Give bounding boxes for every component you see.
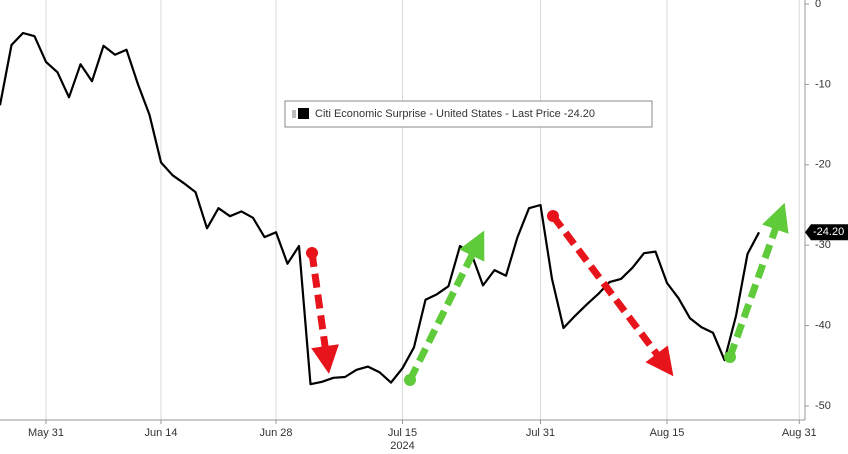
series-line bbox=[0, 31, 760, 386]
arrow-dot bbox=[306, 247, 318, 259]
legend-swatch bbox=[298, 108, 309, 119]
legend: Citi Economic Surprise - United States -… bbox=[284, 100, 653, 128]
x-tick-label: May 31 bbox=[28, 427, 64, 439]
y-tick-label: -20 bbox=[815, 159, 831, 171]
x-tick-label: Aug 31 bbox=[782, 427, 817, 439]
y-tick-label: -30 bbox=[815, 239, 831, 251]
x-tick-label: Jun 14 bbox=[144, 427, 177, 439]
y-tick-label: -10 bbox=[815, 78, 831, 90]
plot bbox=[0, 31, 760, 386]
last-value-tag bbox=[805, 224, 848, 241]
x-tick-label: Aug 15 bbox=[650, 427, 685, 439]
x-tick-label: Jul 15 bbox=[388, 427, 417, 439]
legend-label: Citi Economic Surprise - United States -… bbox=[315, 108, 595, 120]
legend-swatch-small bbox=[292, 110, 296, 118]
x-tick-label: Jun 28 bbox=[259, 427, 292, 439]
arrow-dot bbox=[404, 374, 416, 386]
arrow-dot bbox=[724, 351, 736, 363]
arrow-dot bbox=[547, 210, 559, 222]
arrow bbox=[550, 213, 674, 377]
x-year-label: 2024 bbox=[390, 440, 414, 452]
x-tick-label: Jul 31 bbox=[526, 427, 555, 439]
arrow bbox=[308, 252, 339, 374]
annotations bbox=[306, 202, 789, 386]
y-tick-label: 0 bbox=[815, 0, 821, 10]
y-tick-label: -40 bbox=[815, 319, 831, 331]
y-tick-label: -50 bbox=[815, 400, 831, 412]
arrow bbox=[406, 230, 485, 382]
last-value-label: -24.20 bbox=[813, 226, 844, 238]
legend-box bbox=[284, 100, 653, 128]
arrow bbox=[726, 202, 789, 359]
